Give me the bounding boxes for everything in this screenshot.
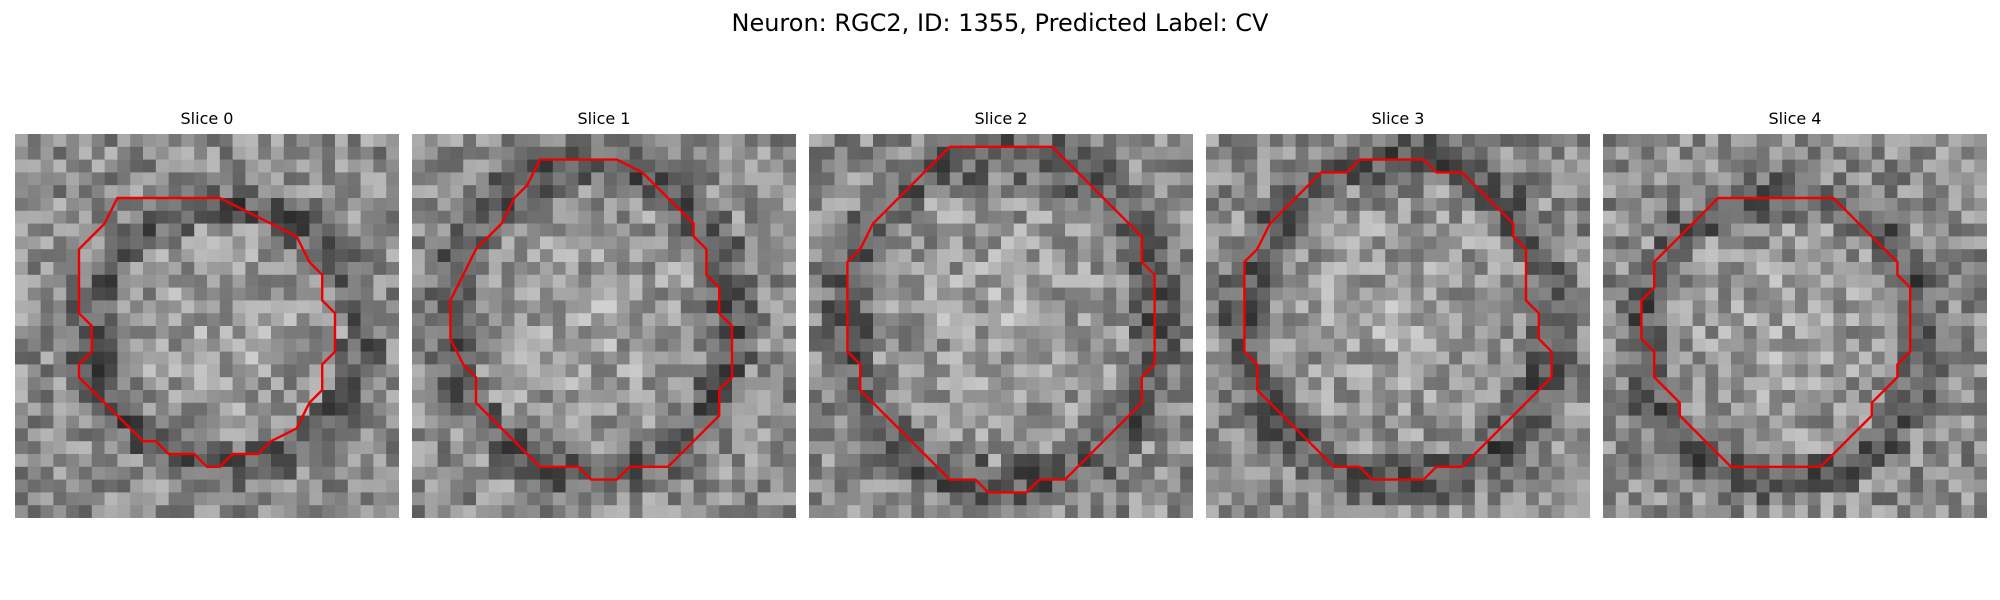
slice-title: Slice 0 xyxy=(180,109,234,128)
slice-image xyxy=(1603,134,1987,518)
slice-image xyxy=(809,134,1193,518)
figure-title: Neuron: RGC2, ID: 1355, Predicted Label:… xyxy=(731,9,1269,37)
slice-title: Slice 1 xyxy=(577,109,631,128)
slice-image xyxy=(15,134,399,518)
slice-image xyxy=(412,134,796,518)
slice-image xyxy=(1206,134,1590,518)
slice-title: Slice 3 xyxy=(1371,109,1425,128)
slice-title: Slice 4 xyxy=(1768,109,1822,128)
slice-title: Slice 2 xyxy=(974,109,1028,128)
